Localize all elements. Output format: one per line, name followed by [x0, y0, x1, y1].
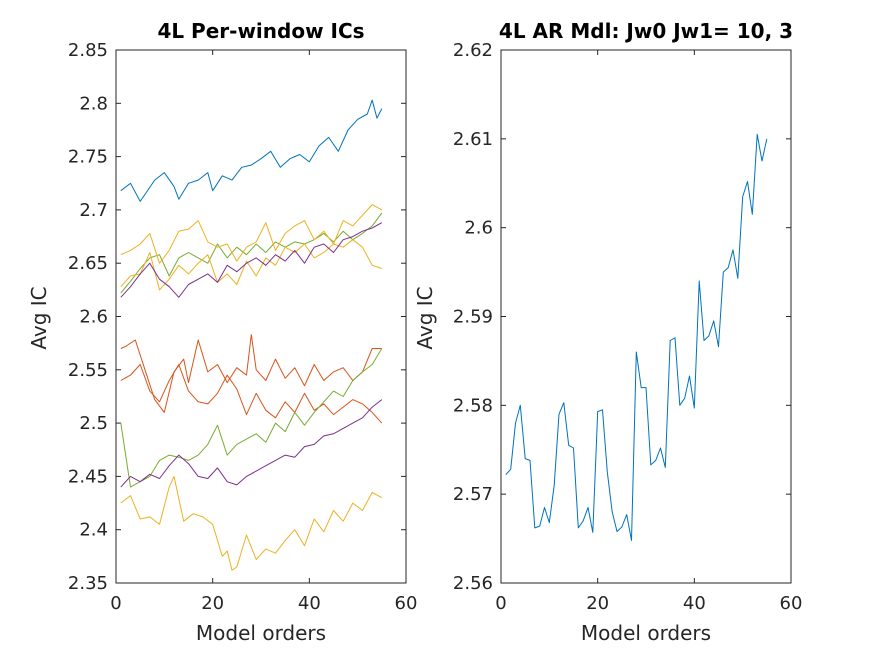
series-line-2: [120, 212, 383, 294]
y-tick-label: 2.59: [453, 307, 493, 328]
series-line-10: [120, 475, 383, 571]
x-tick-label: 0: [495, 593, 506, 614]
right-chart-panel: 4L AR Mdl: Jw0 Jw1= 10, 3 Model orders A…: [413, 19, 802, 645]
y-tick-label: 2.65: [68, 253, 108, 274]
x-tick-label: 60: [780, 593, 803, 614]
y-tick-label: 2.35: [68, 573, 108, 594]
x-tick-label: 40: [298, 593, 321, 614]
y-tick-label: 2.6: [464, 218, 493, 239]
y-tick-label: 2.56: [453, 573, 493, 594]
y-tick-label: 2.61: [453, 129, 493, 150]
y-tick-label: 2.5: [79, 413, 108, 434]
series-line-3: [120, 204, 383, 264]
axes-box: [500, 49, 792, 584]
x-axis-label: Model orders: [196, 621, 326, 645]
axes-box: [115, 49, 407, 584]
chart-title: 4L AR Mdl: Jw0 Jw1= 10, 3: [499, 19, 793, 43]
x-tick-label: 60: [395, 593, 418, 614]
y-tick-label: 2.62: [453, 40, 493, 61]
series-line-9: [120, 399, 383, 488]
plot-area: 2.56 2.57 2.58 2.59 2.6 2.61 2.62 0 20 40 60: [453, 40, 803, 614]
x-tick-label: 0: [110, 593, 121, 614]
left-chart-panel: 4L Per-window ICs Model orders Avg IC 2.…: [27, 19, 417, 645]
series-line-5: [120, 222, 383, 298]
series-line-8: [120, 348, 383, 488]
series-line-7: [120, 364, 383, 424]
y-axis-label: Avg IC: [413, 286, 437, 349]
y-tick-label: 2.57: [453, 484, 493, 505]
y-tick-label: 2.4: [79, 520, 108, 541]
y-tick-label: 2.7: [79, 200, 108, 221]
y-axis-label: Avg IC: [27, 286, 51, 349]
y-tick-label: 2.55: [68, 360, 108, 381]
series-line-6: [120, 334, 382, 413]
x-tick-label: 40: [683, 593, 706, 614]
y-tick-label: 2.58: [453, 395, 493, 416]
x-axis-label: Model orders: [581, 621, 711, 645]
chart-title: 4L Per-window ICs: [157, 19, 364, 43]
x-tick-label: 20: [201, 593, 224, 614]
x-tick-label: 20: [586, 593, 609, 614]
y-tick-label: 2.6: [79, 307, 108, 328]
series-line-1: [120, 99, 383, 202]
y-tick-label: 2.75: [68, 147, 108, 168]
y-tick-label: 2.85: [68, 40, 108, 61]
y-tick-label: 2.45: [68, 466, 108, 487]
series-line-1: [505, 133, 768, 541]
y-tick-label: 2.8: [79, 93, 108, 114]
plot-area: 2.35 2.4 2.45 2.5 2.55 2.6 2.65 2.7 2.75 2.8 2.85 0…: [68, 40, 418, 614]
